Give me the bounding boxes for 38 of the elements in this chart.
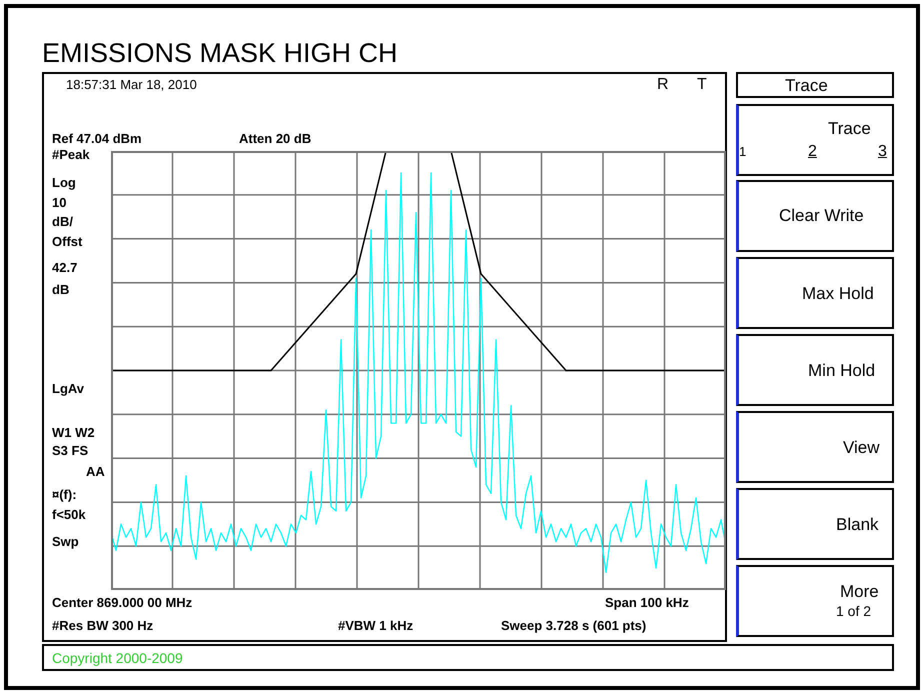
chart-title: EMISSIONS MASK HIGH CH (42, 38, 398, 69)
text: 42.7 (52, 260, 78, 276)
text: View (843, 438, 880, 458)
text: R (657, 76, 669, 94)
text: AA (86, 464, 105, 480)
text: Blank (836, 515, 879, 535)
text: Span 100 kHz (605, 595, 689, 610)
text: Sweep 3.728 s (601 pts) (501, 618, 646, 634)
text: Log (52, 175, 76, 190)
text: f<50k (52, 507, 86, 522)
text: Center 869.000 00 MHz (52, 595, 192, 610)
text: 3 (878, 143, 887, 161)
text: Trace (785, 76, 828, 96)
text: Ref 47.04 dBm (52, 131, 142, 146)
text: #Res BW 300 Hz (52, 618, 154, 634)
text: S3 FS (52, 443, 88, 458)
text: LgAv (52, 381, 84, 396)
text: #VBW 1 kHz (338, 618, 414, 634)
text: T (697, 76, 707, 94)
text: 1 of 2 (836, 603, 872, 620)
text: Clear Write (779, 206, 864, 226)
text: Copyright 2000-2009 (52, 650, 183, 666)
text: dB (52, 282, 70, 298)
text: 10 (52, 195, 66, 210)
text: 2 (808, 143, 817, 161)
text: ¤(f): (52, 487, 77, 502)
text: Swp (52, 534, 79, 550)
text: W1 W2 (52, 425, 95, 440)
text: dB/ (52, 214, 73, 230)
text: Offst (52, 234, 82, 250)
text: Atten 20 dB (239, 131, 312, 146)
text: Trace (828, 119, 871, 139)
text: #Peak (52, 147, 90, 162)
text: Min Hold (808, 361, 876, 381)
text: 1 (739, 144, 746, 160)
text: More (840, 582, 879, 602)
text: Max Hold (802, 284, 874, 304)
text: 18:57:31 Mar 18, 2010 (66, 77, 197, 92)
